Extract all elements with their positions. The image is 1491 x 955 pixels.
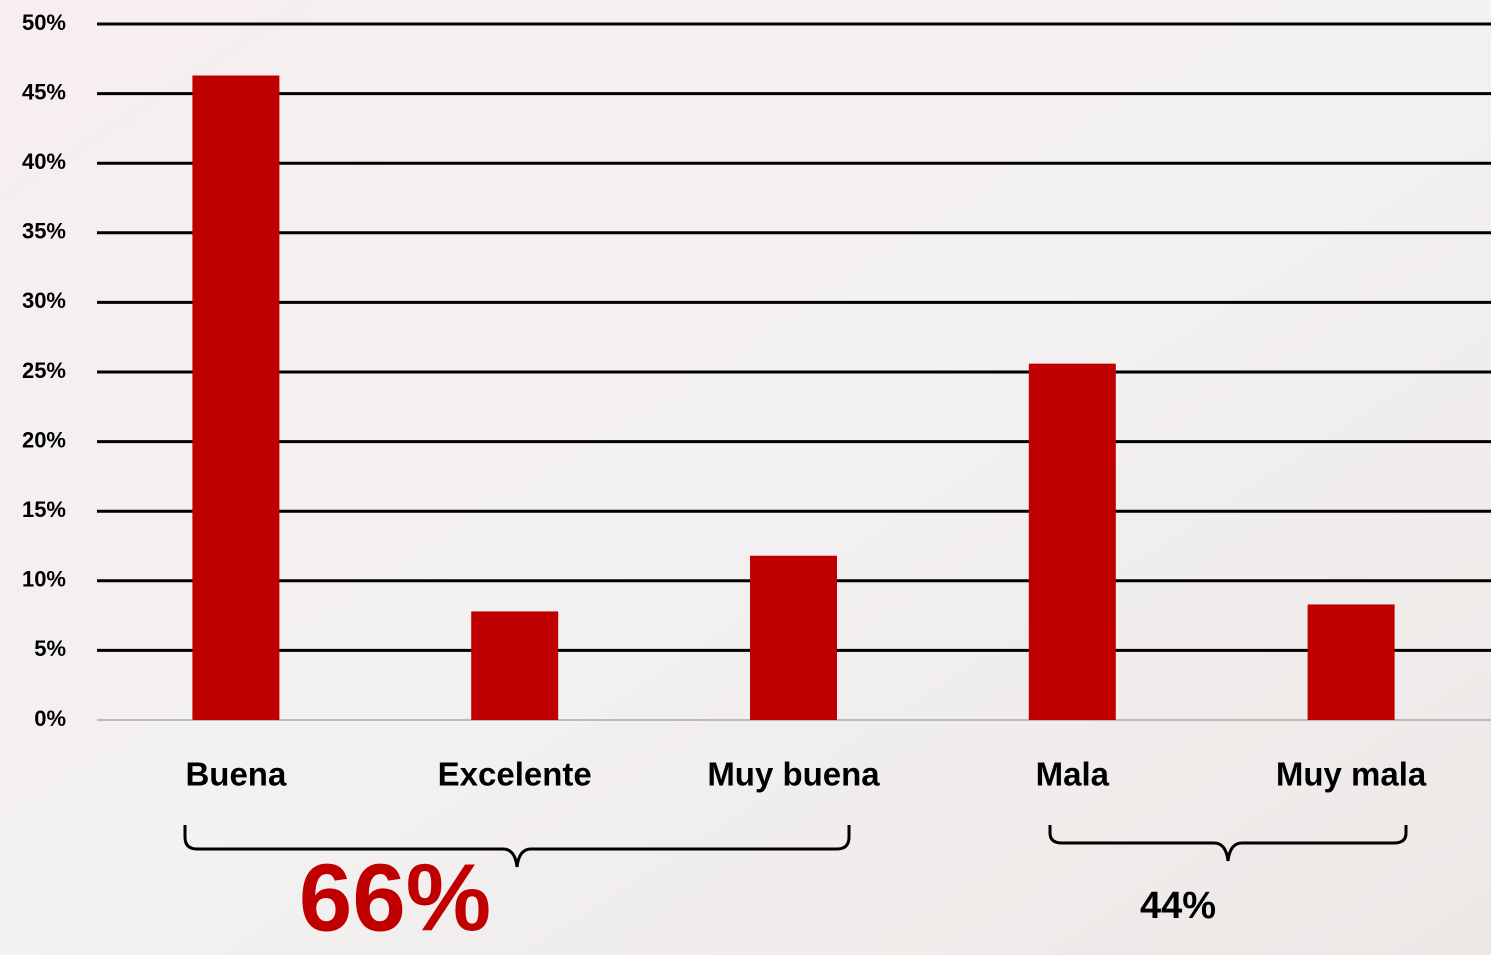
x-tick-label: Buena [185,756,287,793]
y-tick-label: 15% [22,497,66,522]
bar [192,76,279,720]
x-tick-label: Muy buena [707,756,880,793]
chart: 66% 44% 0% 5% 10% 15% 20% 25% 30% 35% 40% 45% 50% B… [0,0,1491,955]
bar [1308,604,1395,720]
bar [471,611,558,720]
y-tick-label: 5% [34,636,66,661]
y-tick-label: 35% [22,219,66,244]
y-tick-label: 25% [22,358,66,383]
y-tick-label: 20% [22,427,66,452]
y-tick-label: 10% [22,567,66,592]
y-tick-label: 45% [22,79,66,104]
y-tick-label: 40% [22,149,66,174]
bar [1029,364,1116,720]
x-tick-label: Excelente [438,756,592,793]
y-tick-label: 30% [22,288,66,313]
bar [750,556,837,720]
page: 66% 44% 0% 5% 10% 15% 20% 25% 30% 35% 40% 45% 50% B… [0,0,1491,955]
y-tick-label: 50% [22,10,66,35]
x-tick-label: Muy mala [1276,756,1427,793]
annotation: 66% [299,844,491,951]
x-tick-label: Mala [1036,756,1110,793]
annotation: 44% [1140,885,1216,927]
y-tick-label: 0% [34,706,66,731]
